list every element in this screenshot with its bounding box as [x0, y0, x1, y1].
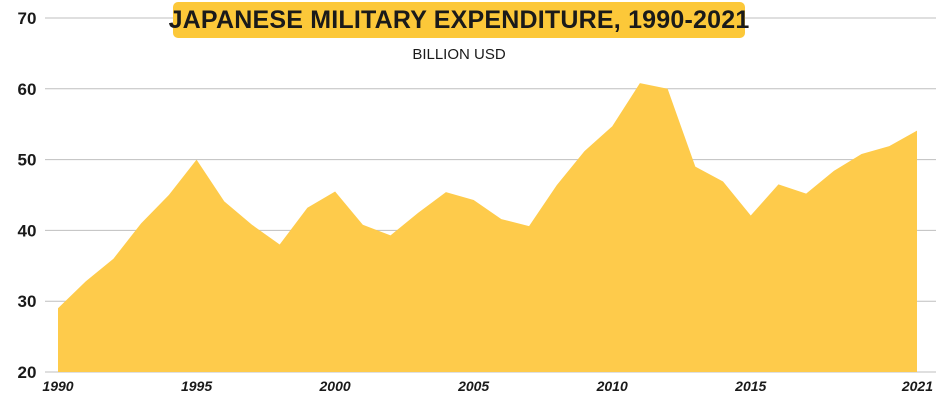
y-tick-label-20: 20: [18, 363, 37, 382]
x-tick-label-2010: 2010: [596, 378, 628, 394]
chart-title-box: JAPANESE MILITARY EXPENDITURE, 1990-2021: [169, 2, 749, 38]
y-tick-label-60: 60: [18, 80, 37, 99]
x-tick-label-2015: 2015: [734, 378, 766, 394]
y-tick-label-50: 50: [18, 151, 37, 170]
x-tick-label-2021: 2021: [901, 378, 933, 394]
x-tick-label-2000: 2000: [319, 378, 351, 394]
x-tick-label-1990: 1990: [42, 378, 73, 394]
chart-subtitle-text: BILLION USD: [412, 46, 506, 63]
y-tick-label-40: 40: [18, 221, 37, 240]
y-tick-label-70: 70: [18, 9, 37, 28]
x-axis-tick-labels: 1990 1995 2000 2005 2010 2015 2021: [42, 378, 933, 394]
series-area: [58, 83, 917, 372]
x-tick-label-1995: 1995: [181, 378, 212, 394]
chart-subtitle: BILLION USD: [0, 46, 936, 63]
chart-title: JAPANESE MILITARY EXPENDITURE, 1990-2021: [168, 5, 750, 34]
x-tick-label-2005: 2005: [457, 378, 489, 394]
y-axis-tick-labels: 20 30 40 50 60 70: [18, 9, 37, 382]
y-tick-label-30: 30: [18, 292, 37, 311]
